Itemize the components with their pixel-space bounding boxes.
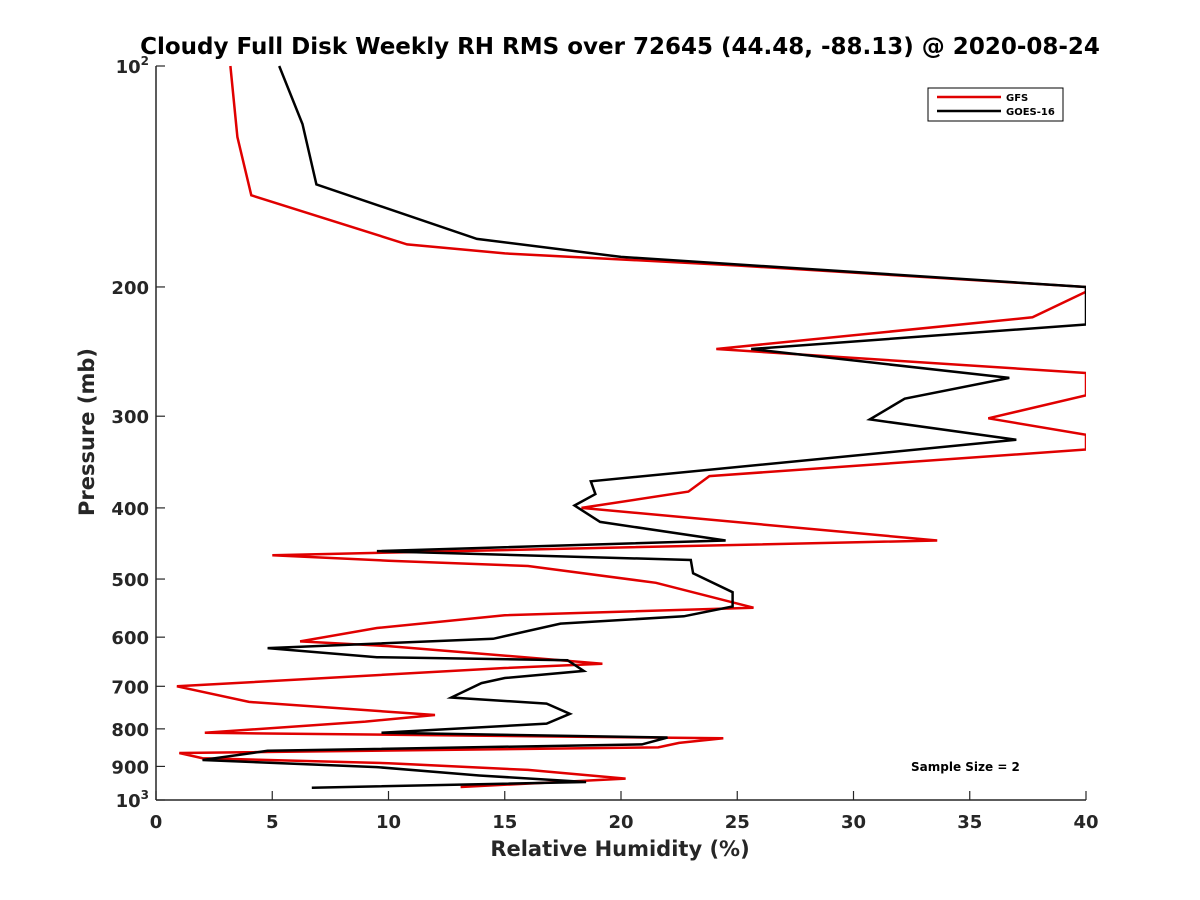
x-tick-label: 5 xyxy=(266,812,279,833)
sample-size-annotation: Sample Size = 2 xyxy=(911,760,1020,774)
legend: GFS GOES-16 xyxy=(927,87,1064,122)
y-tick-label: 900 xyxy=(111,757,149,778)
x-tick-label: 40 xyxy=(1073,812,1098,833)
x-tick-label: 25 xyxy=(725,812,750,833)
x-tick-label: 20 xyxy=(608,812,633,833)
y-tick-label: 300 xyxy=(111,407,149,428)
y-axis-ticks: 102 200 300 400 500 600 700 800 900 103 xyxy=(111,54,165,812)
series-line-goes16 xyxy=(202,65,1086,789)
x-tick-label: 0 xyxy=(150,812,163,833)
x-tick-label: 10 xyxy=(376,812,401,833)
legend-label-gfs: GFS xyxy=(1006,93,1028,104)
chart-title: Cloudy Full Disk Weekly RH RMS over 7264… xyxy=(140,34,1100,60)
y-tick-label: 700 xyxy=(111,677,149,698)
y-tick-label: 103 xyxy=(116,788,149,812)
y-tick-label: 500 xyxy=(111,570,149,591)
plot-lines xyxy=(176,65,1086,789)
y-tick-label: 400 xyxy=(111,499,149,520)
legend-box xyxy=(927,87,1064,122)
x-axis-label: Relative Humidity (%) xyxy=(490,837,749,861)
y-tick-label: 200 xyxy=(111,278,149,299)
y-tick-label: 600 xyxy=(111,628,149,649)
y-tick-label: 102 xyxy=(116,54,149,78)
x-axis-ticks: 0 5 10 15 20 25 30 35 40 xyxy=(150,791,1099,833)
series-line-gfs xyxy=(176,65,1086,789)
x-tick-label: 15 xyxy=(492,812,517,833)
x-tick-label: 30 xyxy=(841,812,866,833)
y-tick-label: 800 xyxy=(111,720,149,741)
y-axis-label: Pressure (mb) xyxy=(75,348,99,516)
x-tick-label: 35 xyxy=(957,812,982,833)
legend-label-goes16: GOES-16 xyxy=(1006,107,1055,118)
